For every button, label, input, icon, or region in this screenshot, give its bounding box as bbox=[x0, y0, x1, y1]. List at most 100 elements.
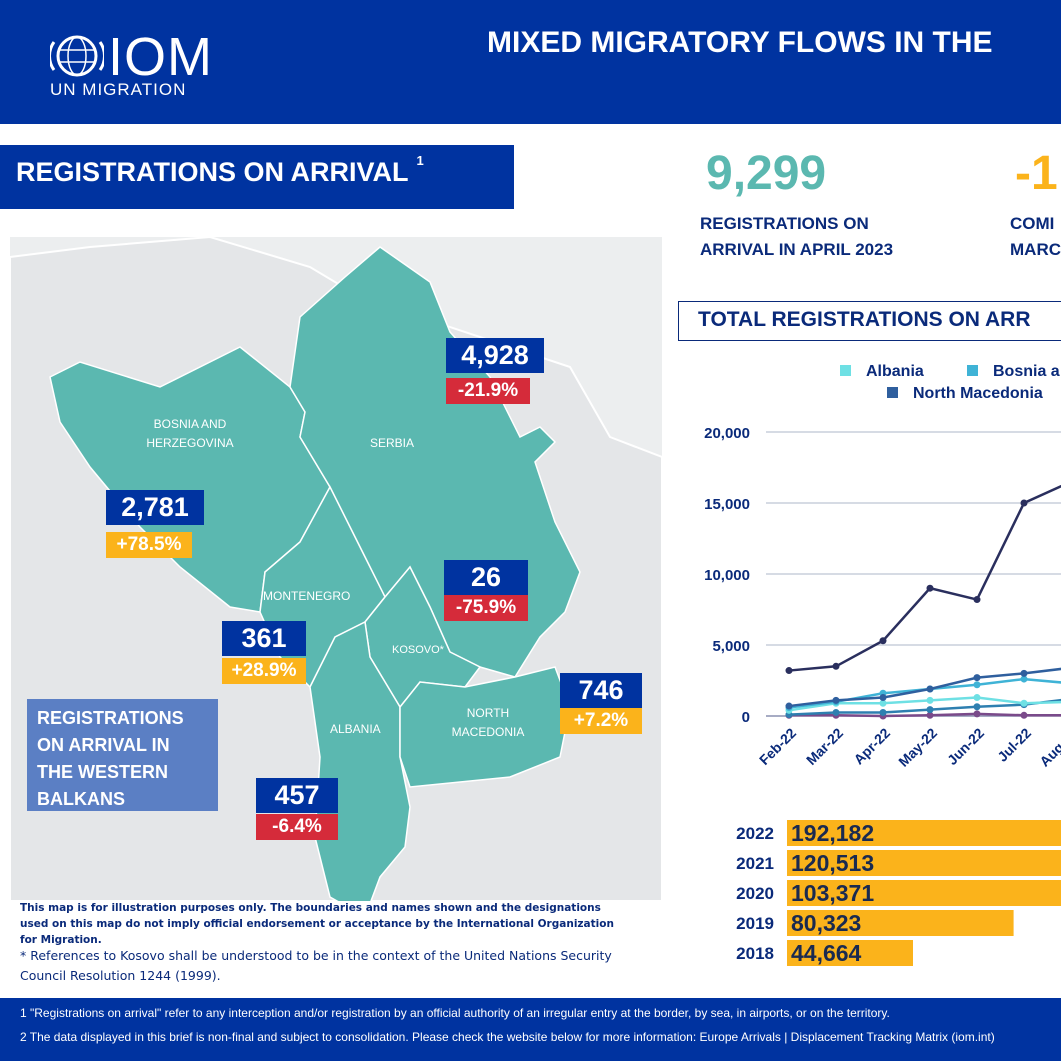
series-line bbox=[788, 696, 1061, 712]
data-point bbox=[879, 694, 887, 702]
legend-label: North Macedonia bbox=[913, 385, 1043, 402]
country-label-albania: ALBANIA bbox=[330, 722, 381, 736]
montenegro-change: +28.9% bbox=[222, 658, 306, 684]
x-tick-label: Aug-22 bbox=[1036, 725, 1061, 770]
bar bbox=[787, 940, 913, 966]
bar bbox=[787, 910, 1014, 936]
line-and-bar-charts: Albania Bosnia a North Macedonia 0 5,000 10,0… bbox=[704, 363, 1061, 966]
bar-value-label: 192,182 bbox=[791, 820, 874, 846]
kosovo-change: -75.9% bbox=[444, 595, 528, 621]
data-point bbox=[785, 702, 793, 710]
data-point bbox=[973, 674, 981, 682]
country-label-bosnia: BOSNIA AND HERZEGOVINA bbox=[146, 417, 234, 450]
data-point bbox=[879, 637, 887, 645]
data-point bbox=[1020, 669, 1028, 677]
footnote-1: 1 "Registrations on arrival" refer to an… bbox=[20, 1006, 890, 1020]
data-point bbox=[973, 703, 981, 711]
y-tick-label: 10,000 bbox=[704, 567, 750, 584]
kpi-april-label-1: REGISTRATIONS ON bbox=[700, 214, 869, 233]
bar-value-label: 120,513 bbox=[791, 850, 874, 876]
bar-value-label: 80,323 bbox=[791, 910, 861, 936]
kpi-april-value: 9,299 bbox=[706, 147, 827, 200]
y-tick-label: 5,000 bbox=[712, 638, 750, 655]
legend-label: Albania bbox=[866, 363, 924, 380]
section-title-text: REGISTRATIONS ON ARRIVAL bbox=[16, 157, 409, 187]
page-title: MIXED MIGRATORY FLOWS IN THE bbox=[487, 26, 993, 59]
x-tick-label: Jun-22 bbox=[944, 725, 987, 768]
data-point bbox=[879, 708, 887, 716]
kosovo-note: * References to Kosovo shall be understo… bbox=[20, 948, 612, 983]
bar bbox=[787, 820, 1061, 846]
data-point bbox=[973, 681, 981, 689]
legend-label: Bosnia a bbox=[993, 363, 1060, 380]
logo-text: IOM bbox=[108, 27, 213, 87]
data-point bbox=[973, 710, 981, 718]
bar-category-label: 2022 bbox=[736, 824, 774, 843]
bar-value-label: 44,664 bbox=[791, 940, 862, 966]
country-label-kosovo: KOSOVO* bbox=[392, 644, 444, 656]
series-line bbox=[788, 484, 1061, 672]
data-point bbox=[1020, 711, 1028, 719]
bar-category-label: 2021 bbox=[736, 854, 774, 873]
footer: 1 "Registrations on arrival" refer to an… bbox=[0, 998, 1061, 1061]
x-tick-label: Mar-22 bbox=[803, 725, 846, 768]
legend-swatch bbox=[840, 365, 851, 376]
serbia-value: 4,928 bbox=[446, 338, 544, 373]
kpi-change-label-1: COMI bbox=[1010, 214, 1055, 233]
legend-swatch bbox=[887, 387, 898, 398]
bar-category-label: 2019 bbox=[736, 914, 774, 933]
data-point bbox=[926, 706, 934, 714]
north-macedonia-change: +7.2% bbox=[560, 708, 642, 734]
country-albania bbox=[309, 620, 411, 919]
map-disclaimer: This map is for illustration purposes on… bbox=[20, 902, 614, 946]
data-point bbox=[832, 708, 840, 716]
dtm-link[interactable]: Europe Arrivals | Displacement Tracking … bbox=[699, 1030, 995, 1044]
albania-change: -6.4% bbox=[256, 814, 338, 840]
bar bbox=[787, 880, 1061, 906]
footnote-2: 2 The data displayed in this brief is no… bbox=[20, 1030, 700, 1044]
serbia-change: -21.9% bbox=[446, 378, 530, 404]
bar-category-label: 2020 bbox=[736, 884, 774, 903]
x-tick-label: May-22 bbox=[895, 725, 940, 770]
data-point bbox=[973, 694, 981, 702]
data-point bbox=[879, 699, 887, 707]
bosnia-change: +78.5% bbox=[106, 532, 192, 558]
legend-swatch bbox=[967, 365, 978, 376]
x-tick-label: Feb-22 bbox=[756, 725, 799, 768]
data-point bbox=[926, 584, 934, 592]
kpi-change-label-2: MARC bbox=[1010, 240, 1061, 259]
section-title: REGISTRATIONS ON ARRIVAL 1 bbox=[0, 145, 514, 209]
albania-value: 457 bbox=[256, 778, 338, 813]
country-label-montenegro: MONTENEGRO bbox=[263, 589, 351, 603]
bar-category-label: 2018 bbox=[736, 944, 774, 963]
data-point bbox=[1020, 675, 1028, 683]
data-point bbox=[1020, 699, 1028, 707]
bar bbox=[787, 850, 1061, 876]
series-line bbox=[789, 712, 1061, 718]
data-point bbox=[973, 596, 981, 604]
chart-title: TOTAL REGISTRATIONS ON ARR bbox=[678, 301, 1061, 341]
kosovo-value: 26 bbox=[444, 560, 528, 595]
footnote-mark: 1 bbox=[416, 153, 424, 168]
kpi-change-value: -1 bbox=[1015, 147, 1058, 200]
y-tick-label: 15,000 bbox=[704, 496, 750, 513]
y-tick-label: 0 bbox=[742, 709, 750, 726]
x-tick-label: Apr-22 bbox=[850, 725, 893, 768]
data-point bbox=[926, 696, 934, 704]
bar-value-label: 103,371 bbox=[791, 880, 874, 906]
map-legend: REGISTRATIONS ON ARRIVAL IN THE WESTERN … bbox=[27, 699, 218, 811]
country-label-north-macedonia: NORTH MACEDONIA bbox=[451, 706, 525, 739]
country-label-serbia: SERBIA bbox=[370, 436, 415, 450]
data-point bbox=[785, 667, 793, 675]
bosnia-value: 2,781 bbox=[106, 490, 204, 525]
north-macedonia-value: 746 bbox=[560, 673, 642, 708]
data-point bbox=[926, 685, 934, 693]
x-tick-label: Jul-22 bbox=[994, 725, 1034, 765]
montenegro-value: 361 bbox=[222, 621, 306, 656]
data-point bbox=[1020, 499, 1028, 507]
iom-logo-globe-icon bbox=[50, 35, 104, 77]
data-point bbox=[832, 662, 840, 670]
kpi-april-label-2: ARRIVAL IN APRIL 2023 bbox=[700, 240, 894, 259]
logo-subtitle: UN MIGRATION bbox=[50, 80, 187, 99]
data-point bbox=[832, 696, 840, 704]
